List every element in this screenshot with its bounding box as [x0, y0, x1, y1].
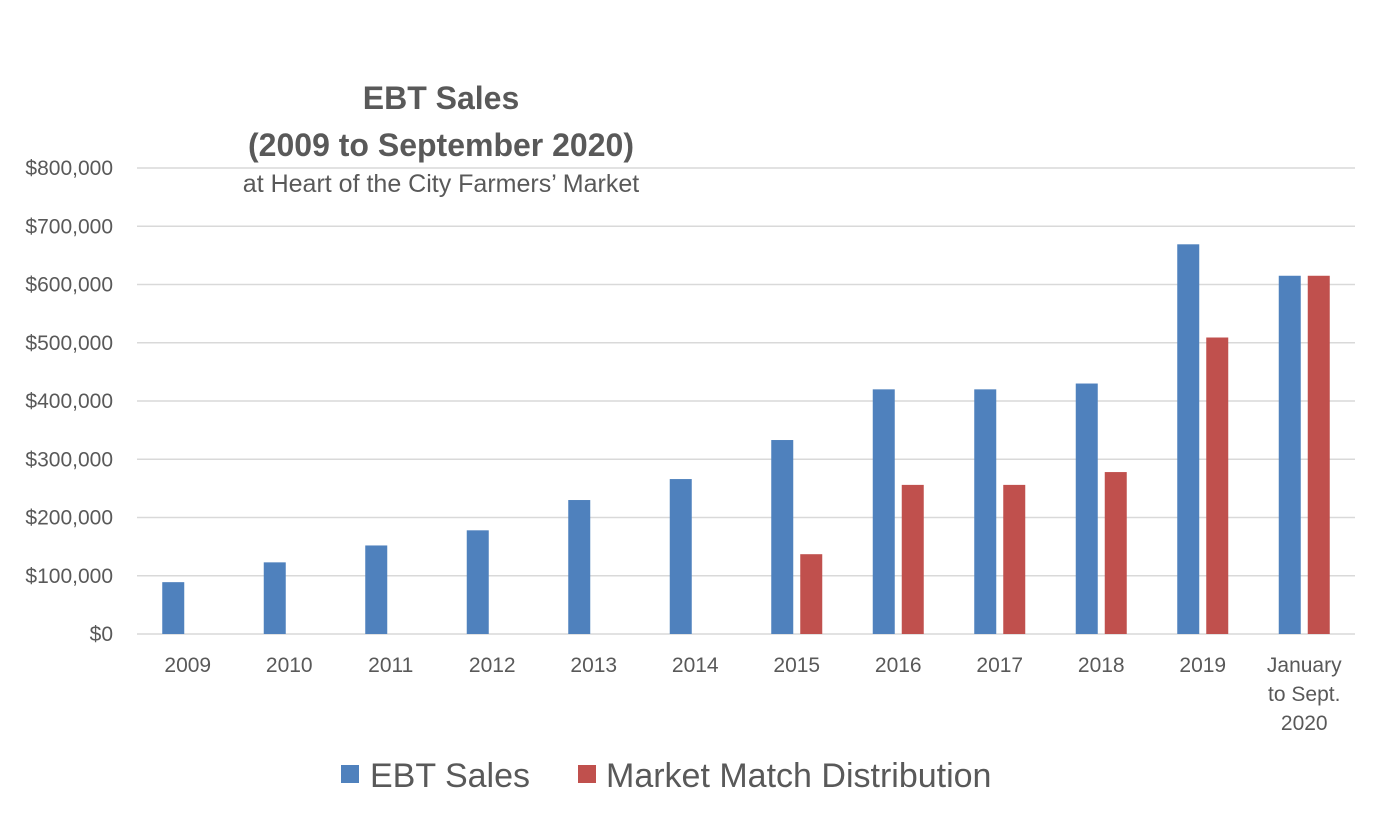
- x-tick-label: 2019: [1179, 654, 1226, 677]
- legend-swatch-ebt-sales: [341, 765, 359, 783]
- bar-ebt-sales-4: [568, 500, 591, 634]
- legend: EBT Sales Market Match Distribution: [341, 757, 991, 795]
- bar-ebt-sales-9: [1075, 383, 1098, 634]
- bar-market-match-10: [1206, 337, 1229, 634]
- bar-market-match-7: [901, 484, 924, 634]
- bar-ebt-sales-5: [669, 479, 692, 634]
- y-tick-label: $800,000: [25, 157, 113, 180]
- x-tick-label: 2009: [164, 654, 211, 677]
- y-tick-label: $0: [90, 623, 113, 646]
- bar-ebt-sales-6: [771, 440, 794, 634]
- x-tick-label: 2010: [266, 654, 313, 677]
- legend-label-ebt-sales: EBT Sales: [370, 757, 530, 795]
- bar-ebt-sales-10: [1177, 244, 1200, 634]
- gridlines: [137, 167, 1355, 635]
- y-tick-label: $600,000: [25, 274, 113, 297]
- x-axis-tick-labels: 2009 2010 2011 2012 2013 2014 2015 2016 2017 2018…: [164, 654, 1342, 735]
- chart-subtitle: at Heart of the City Farmers’ Market: [243, 170, 639, 198]
- bar-ebt-sales-7: [872, 389, 895, 634]
- y-tick-label: $500,000: [25, 332, 113, 355]
- x-tick-label: 2014: [672, 654, 719, 677]
- bar-ebt-sales-1: [263, 562, 286, 634]
- bar-ebt-sales-3: [466, 530, 489, 634]
- y-tick-label: $200,000: [25, 507, 113, 530]
- bar-market-match-8: [1003, 484, 1026, 634]
- bar-market-match-9: [1104, 472, 1127, 634]
- legend-label-market-match: Market Match Distribution: [606, 757, 991, 795]
- x-tick-label: 2016: [875, 654, 922, 677]
- bar-ebt-sales-11: [1278, 275, 1301, 634]
- y-tick-label: $700,000: [25, 215, 113, 238]
- x-tick-label: 2011: [368, 654, 413, 677]
- chart-title-line2: (2009 to September 2020): [248, 127, 634, 163]
- bar-ebt-sales-0: [162, 582, 185, 634]
- legend-swatch-market-match: [578, 765, 596, 783]
- x-tick-label: 2013: [570, 654, 617, 677]
- bar-market-match-6: [800, 554, 823, 634]
- x-tick-label: 2017: [976, 654, 1023, 677]
- x-tick-label: 2015: [773, 654, 820, 677]
- x-tick-label: 2012: [469, 654, 516, 677]
- y-axis-tick-labels: $0 $100,000 $200,000 $300,000 $400,000 $500,0…: [25, 157, 113, 646]
- x-tick-label: January to Sept. 2020: [1267, 654, 1342, 735]
- y-tick-label: $300,000: [25, 448, 113, 471]
- chart-title: EBT Sales: [363, 80, 520, 116]
- bar-ebt-sales-8: [974, 389, 997, 634]
- bar-ebt-sales-2: [365, 545, 388, 634]
- bar-market-match-11: [1307, 275, 1330, 634]
- bars: [162, 244, 1330, 634]
- y-tick-label: $400,000: [25, 390, 113, 413]
- y-tick-label: $100,000: [25, 565, 113, 588]
- x-tick-label: 2018: [1078, 654, 1125, 677]
